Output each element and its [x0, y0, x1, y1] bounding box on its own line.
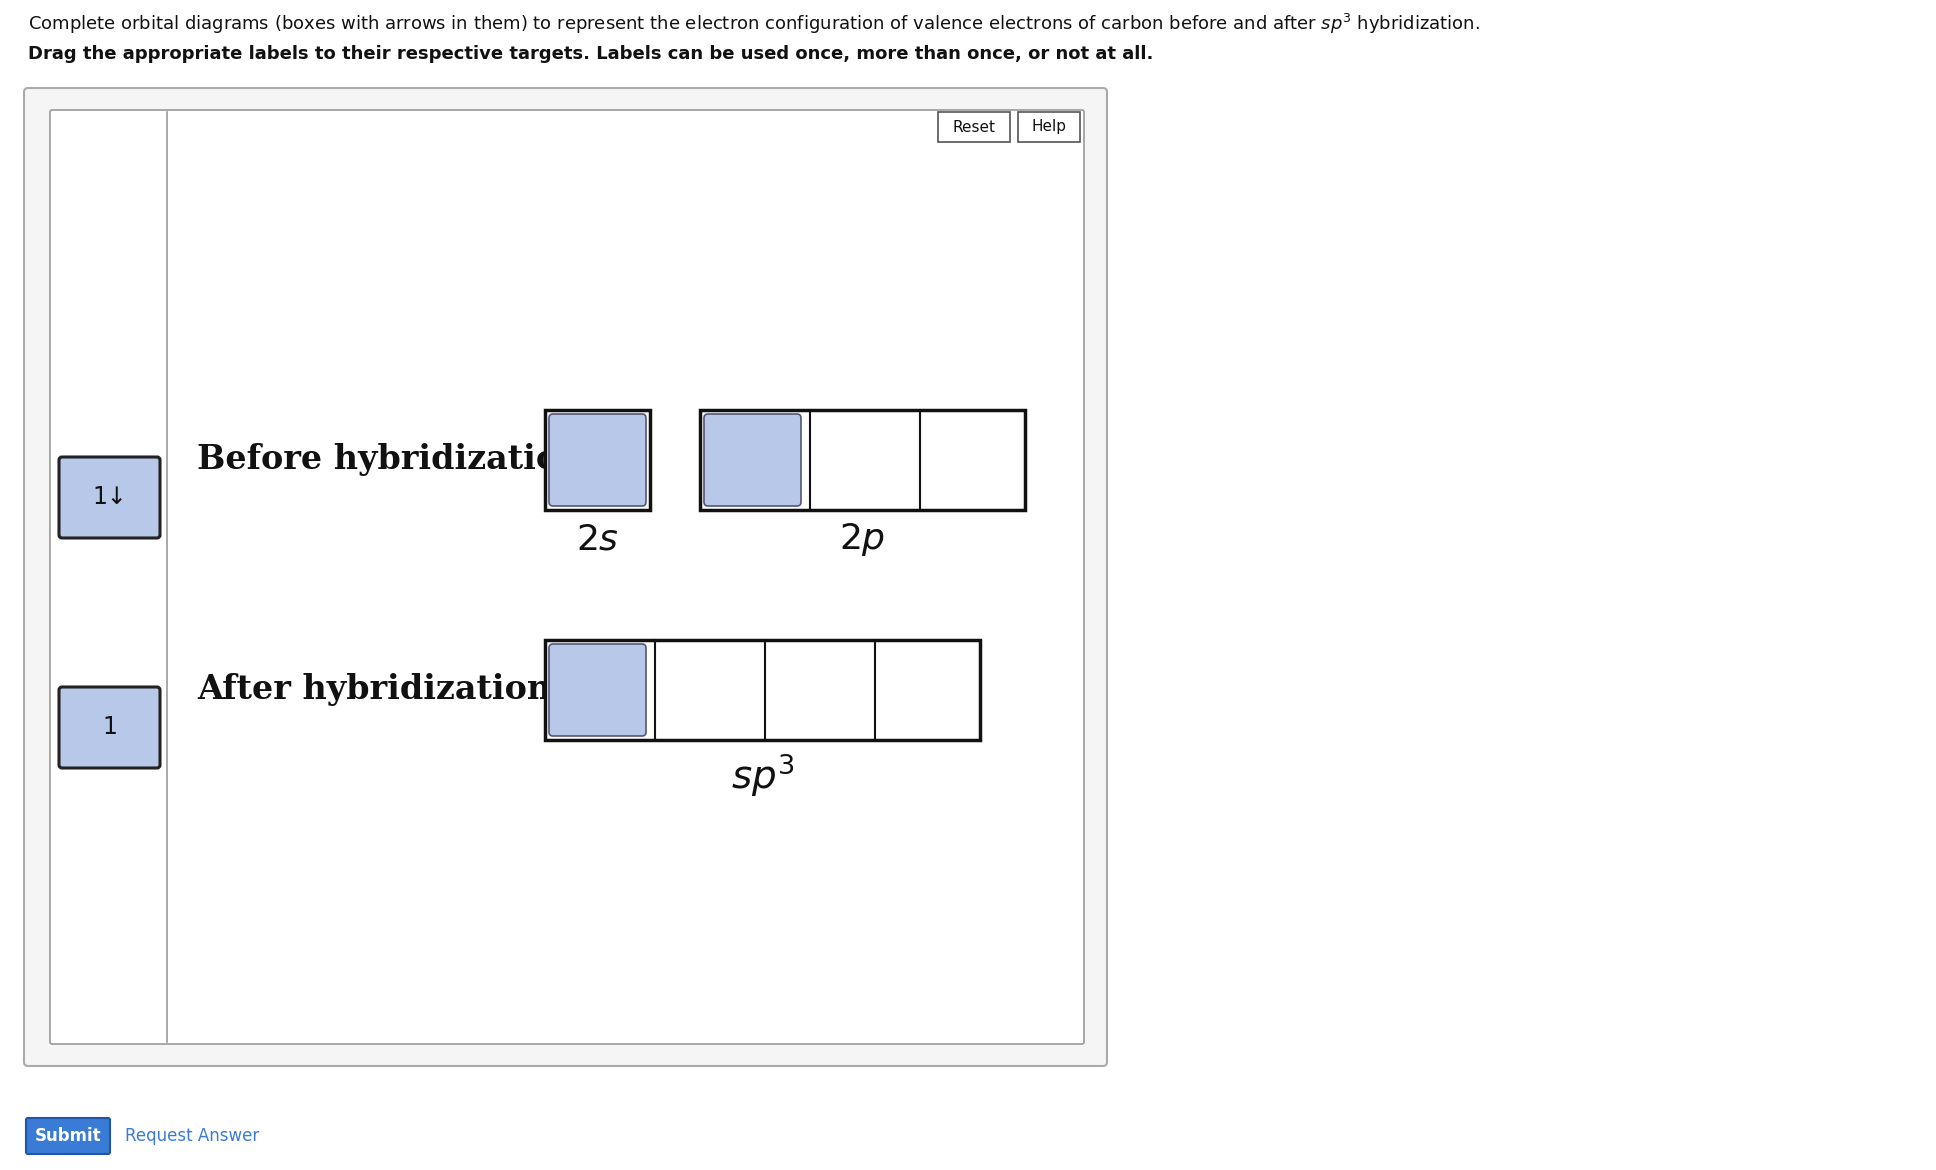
Text: 1: 1 [103, 716, 116, 739]
FancyBboxPatch shape [58, 687, 161, 768]
FancyBboxPatch shape [23, 88, 1107, 1066]
Text: Submit: Submit [35, 1127, 101, 1145]
FancyBboxPatch shape [550, 414, 647, 505]
Text: Complete orbital diagrams (boxes with arrows in them) to represent the electron : Complete orbital diagrams (boxes with ar… [27, 12, 1479, 36]
FancyBboxPatch shape [58, 457, 161, 538]
Text: After hybridization: After hybridization [197, 674, 552, 707]
FancyBboxPatch shape [705, 414, 802, 505]
Bar [546, 640, 980, 739]
Text: 1↓: 1↓ [93, 486, 128, 509]
Text: Help: Help [1032, 119, 1067, 135]
Text: Request Answer: Request Answer [126, 1127, 259, 1145]
FancyBboxPatch shape [25, 1119, 110, 1154]
Text: Before hybridization: Before hybridization [197, 443, 583, 476]
FancyBboxPatch shape [550, 644, 647, 736]
FancyBboxPatch shape [50, 110, 1084, 1044]
FancyBboxPatch shape [1018, 112, 1080, 142]
Text: Drag the appropriate labels to their respective targets. Labels can be used once: Drag the appropriate labels to their res… [27, 44, 1154, 63]
Bar [701, 410, 1024, 510]
FancyBboxPatch shape [939, 112, 1011, 142]
Text: Reset: Reset [953, 119, 995, 135]
Bar [546, 410, 650, 510]
Text: $\mathit{2s}$: $\mathit{2s}$ [577, 523, 620, 557]
Text: $\mathit{sp}^3$: $\mathit{sp}^3$ [730, 751, 794, 799]
Text: $\mathit{2p}$: $\mathit{2p}$ [840, 522, 885, 558]
